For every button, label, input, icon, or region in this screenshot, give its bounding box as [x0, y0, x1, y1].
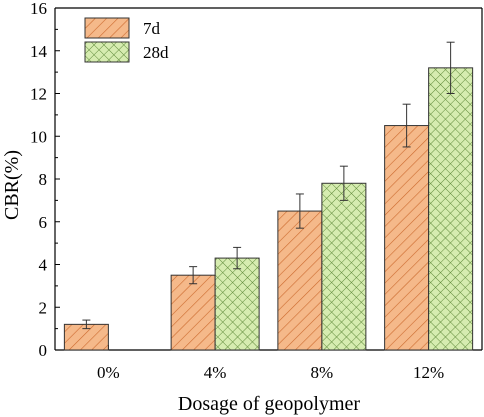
bar-28d-12%[interactable] — [428, 67, 474, 351]
bar-28d-4%[interactable] — [214, 257, 260, 351]
y-tick-label: 12 — [30, 85, 47, 104]
y-tick-label: 16 — [30, 0, 47, 18]
y-tick-label: 2 — [39, 298, 48, 317]
y-axis-label: CBR(%) — [1, 150, 23, 220]
x-axis-label: Dosage of geopolymer — [178, 393, 361, 415]
legend-label-7d: 7d — [143, 19, 161, 38]
legend-swatch-7d — [84, 17, 130, 39]
y-tick-label: 8 — [39, 170, 48, 189]
x-tick-label: 12% — [413, 363, 444, 382]
bar-7d-12%[interactable] — [384, 125, 430, 351]
y-tick-label: 6 — [39, 213, 48, 232]
legend-label-28d: 28d — [143, 43, 169, 62]
x-tick-label: 4% — [204, 363, 227, 382]
x-tick-label: 8% — [311, 363, 334, 382]
bar-7d-8%[interactable] — [277, 210, 323, 351]
bar-7d-4%[interactable] — [170, 274, 216, 351]
y-tick-label: 4 — [39, 256, 48, 275]
x-tick-label: 0% — [97, 363, 120, 382]
y-tick-label: 10 — [30, 127, 47, 146]
plot-area: 0 2 4 6 8 10 12 14 16 0% 4% 8% 12% 7d 28d — [30, 0, 483, 382]
legend-swatch-28d — [84, 41, 130, 63]
bar-28d-8%[interactable] — [321, 182, 367, 351]
y-tick-label: 0 — [39, 341, 48, 360]
y-tick-label: 14 — [30, 42, 48, 61]
